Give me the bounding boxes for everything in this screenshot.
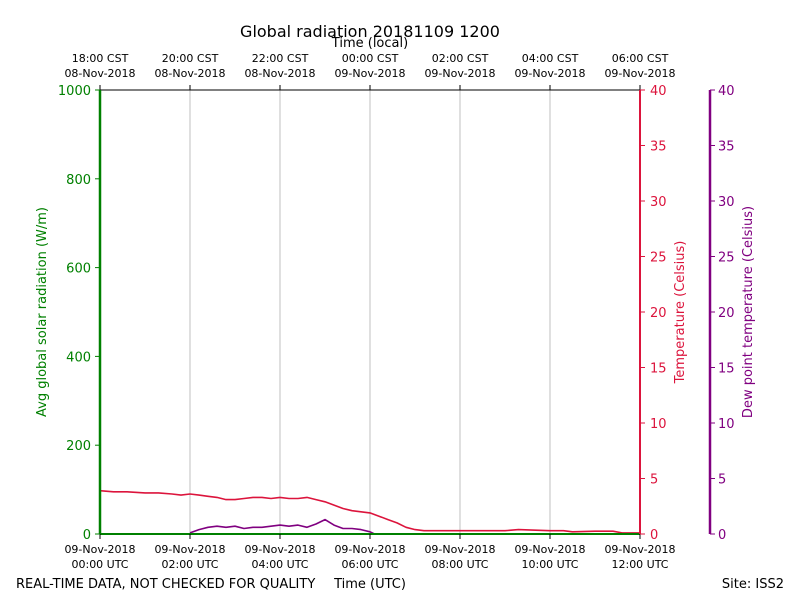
temperature-tick-label: 25: [650, 251, 667, 266]
radiation-tick-label: 200: [66, 439, 91, 454]
x-tick-label-local-date: 09-Nov-2018: [334, 67, 405, 80]
x-tick-label-utc-time: 06:00 UTC: [341, 558, 398, 571]
x-tick-label-utc-time: 08:00 UTC: [431, 558, 488, 571]
temperature-tick-label: 15: [650, 362, 667, 377]
x-tick-label-utc-date: 09-Nov-2018: [424, 543, 495, 556]
temperature-axis-label: Temperature (Celsius): [673, 241, 688, 385]
x-tick-label-local-time: 06:00 CST: [612, 52, 669, 65]
x-tick-label-utc-date: 09-Nov-2018: [64, 543, 135, 556]
gridlines: [189, 90, 551, 534]
radiation-axis-label: Avg global solar radiation (W/m): [35, 207, 50, 417]
dewpoint-tick-label: 20: [718, 306, 735, 321]
temperature-tick-label: 35: [650, 140, 667, 155]
dewpoint-tick-label: 30: [718, 195, 735, 210]
x-tick-label-local-time: 04:00 CST: [522, 52, 579, 65]
x-axis-label: Time (UTC): [333, 577, 406, 592]
temperature-tick-label: 30: [650, 195, 667, 210]
x-tick-label-local-date: 09-Nov-2018: [604, 67, 675, 80]
x-tick-label-utc-date: 09-Nov-2018: [514, 543, 585, 556]
x-tick-label-local-date: 08-Nov-2018: [64, 67, 135, 80]
x-tick-label-local-time: 20:00 CST: [162, 52, 219, 65]
dewpoint-tick-label: 10: [718, 417, 735, 432]
dewpoint-tick-label: 35: [718, 140, 735, 155]
radiation-tick-label: 600: [66, 262, 91, 277]
dewpoint-tick-label: 0: [718, 528, 726, 543]
x-tick-label-utc-date: 09-Nov-2018: [154, 543, 225, 556]
dewpoint-tick-label: 15: [718, 362, 735, 377]
temperature-line: [99, 489, 640, 534]
temperature-tick-label: 0: [650, 528, 658, 543]
x-tick-label-utc-time: 12:00 UTC: [611, 558, 668, 571]
x-tick-label-utc-time: 02:00 UTC: [161, 558, 218, 571]
x-tick-label-utc-date: 09-Nov-2018: [244, 543, 315, 556]
x-tick-label-local-time: 00:00 CST: [342, 52, 399, 65]
x-tick-label-local-date: 09-Nov-2018: [514, 67, 585, 80]
temperature-tick-label: 40: [650, 84, 667, 99]
x-tick-label-local-time: 18:00 CST: [72, 52, 129, 65]
site-label: Site: ISS2: [722, 577, 784, 592]
dewpoint-tick-label: 40: [718, 84, 735, 99]
radiation-tick-label: 1000: [58, 84, 91, 99]
temperature-tick-label: 10: [650, 417, 667, 432]
x-tick-label-local-time: 02:00 CST: [432, 52, 489, 65]
x-tick-label-utc-date: 09-Nov-2018: [604, 543, 675, 556]
chart-title: Global radiation 20181109 1200: [240, 22, 500, 41]
axes-layer: 09-Nov-2018 00:00 UTC 18:00 CST 08-Nov-2018…: [58, 52, 735, 571]
x-tick-label-utc-time: 10:00 UTC: [521, 558, 578, 571]
dewpoint-axis-label: Dew point temperature (Celsius): [741, 206, 756, 418]
radiation-tick-label: 0: [83, 528, 91, 543]
temperature-tick-label: 5: [650, 473, 658, 488]
quality-disclaimer: REAL-TIME DATA, NOT CHECKED FOR QUALITY: [16, 577, 315, 592]
temperature-tick-label: 20: [650, 306, 667, 321]
radiation-tick-label: 800: [66, 173, 91, 188]
dewpoint-tick-label: 5: [718, 473, 726, 488]
x-tick-label-local-date: 09-Nov-2018: [424, 67, 495, 80]
dew-point-line: [189, 518, 375, 535]
x-tick-label-local-time: 22:00 CST: [252, 52, 309, 65]
top-axis-label: Time (local): [331, 36, 408, 51]
x-tick-label-local-date: 08-Nov-2018: [244, 67, 315, 80]
radiation-tick-label: 400: [66, 350, 91, 365]
dewpoint-tick-label: 25: [718, 251, 735, 266]
x-tick-label-utc-time: 04:00 UTC: [251, 558, 308, 571]
x-tick-label-utc-date: 09-Nov-2018: [334, 543, 405, 556]
x-tick-label-local-date: 08-Nov-2018: [154, 67, 225, 80]
x-tick-label-utc-time: 00:00 UTC: [71, 558, 128, 571]
